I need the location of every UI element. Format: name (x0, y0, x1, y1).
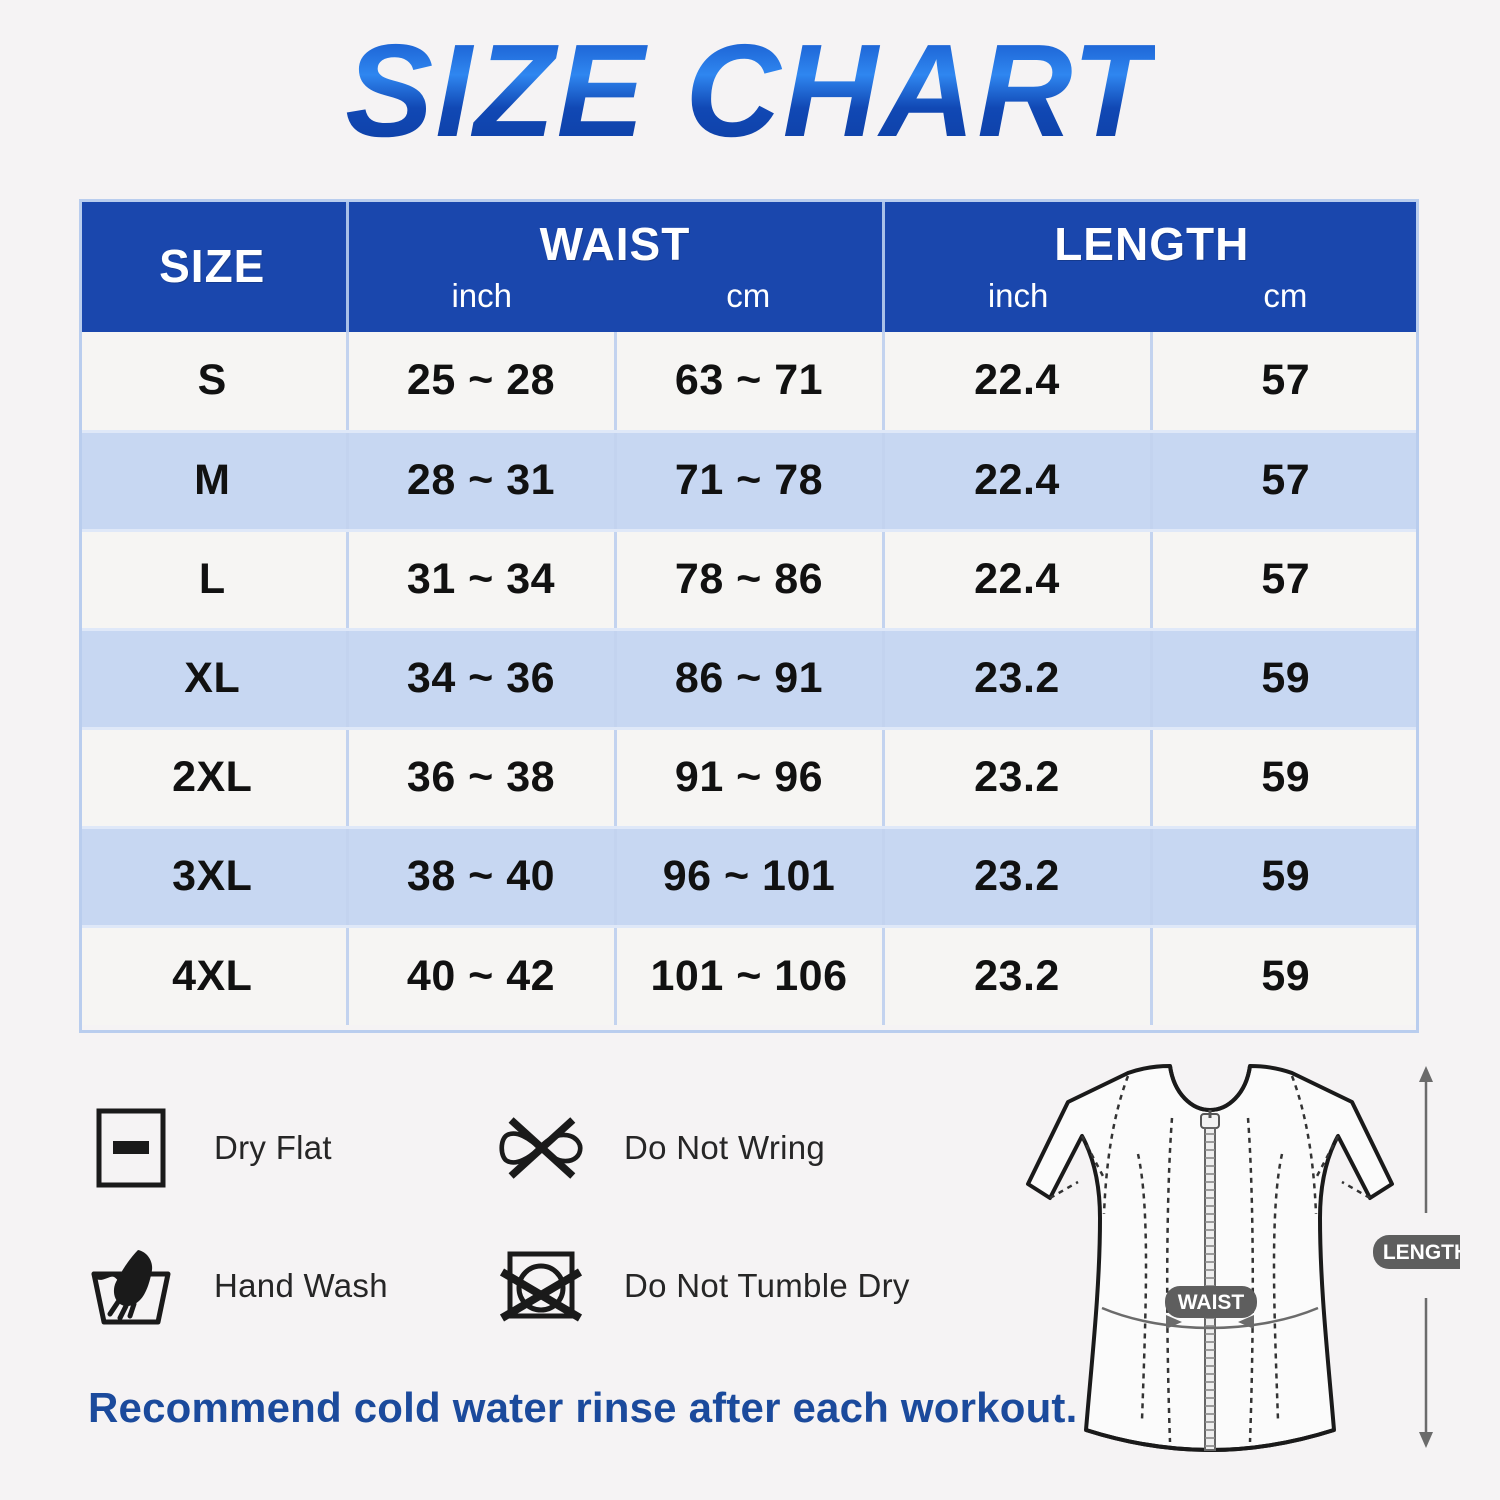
cell-length-inch: 23.2 (883, 926, 1153, 1025)
garment-illustration: WAIST LENGTH (960, 1058, 1479, 1500)
table-row: 2XL 36 ~ 38 91 ~ 96 23.2 59 (79, 728, 1419, 829)
care-item-do-not-wring: Do Not Wring (498, 1105, 978, 1191)
table-row: 3XL 38 ~ 40 96 ~ 101 23.2 59 (79, 827, 1419, 928)
header-group-length: LENGTH inch cm (883, 199, 1419, 332)
care-label-do-not-wring: Do Not Wring (624, 1129, 826, 1166)
size-table-body: S 25 ~ 28 63 ~ 71 22.4 57 M 28 ~ 31 71 ~… (79, 332, 1419, 1025)
cell-length-inch: 22.4 (883, 332, 1153, 433)
cell-waist-inch: 38 ~ 40 (347, 827, 617, 928)
do-not-tumble-dry-icon (498, 1243, 584, 1329)
care-label-do-not-tumble-dry: Do Not Tumble Dry (624, 1267, 910, 1304)
cell-size: S (79, 332, 349, 433)
cell-size: M (79, 431, 349, 532)
table-row: M 28 ~ 31 71 ~ 78 22.4 57 (79, 431, 1419, 532)
cell-length-cm: 59 (1151, 629, 1419, 730)
hand-wash-icon (88, 1243, 174, 1329)
recommendation-note: Recommend cold water rinse after each wo… (88, 1384, 1078, 1431)
care-item-do-not-tumble-dry: Do Not Tumble Dry (498, 1243, 978, 1329)
care-item-dry-flat: Dry Flat (88, 1105, 498, 1191)
header-group-waist: WAIST inch cm (347, 199, 885, 332)
cell-waist-inch: 36 ~ 38 (347, 728, 617, 829)
cell-waist-inch: 25 ~ 28 (347, 332, 617, 433)
garment-waist-label: WAIST (1178, 1291, 1245, 1314)
table-row: 4XL 40 ~ 42 101 ~ 106 23.2 59 (79, 926, 1419, 1025)
cell-length-cm: 59 (1151, 926, 1419, 1025)
table-row: S 25 ~ 28 63 ~ 71 22.4 57 (79, 332, 1419, 433)
cell-waist-inch: 34 ~ 36 (347, 629, 617, 730)
cell-waist-cm: 101 ~ 106 (615, 926, 885, 1025)
cell-length-inch: 23.2 (883, 827, 1153, 928)
header-group-waist-label: WAIST (539, 218, 691, 270)
care-label-hand-wash: Hand Wash (214, 1267, 388, 1304)
header-row: SIZE WAIST inch cm LENGTH inch cm (79, 199, 1419, 332)
cell-length-inch: 23.2 (883, 728, 1153, 829)
cell-size: 4XL (79, 926, 349, 1025)
cell-waist-cm: 71 ~ 78 (615, 431, 885, 532)
cell-size: L (79, 530, 349, 631)
header-waist-inch: inch (451, 277, 513, 314)
care-label-dry-flat: Dry Flat (214, 1129, 332, 1166)
size-table-header: SIZE WAIST inch cm LENGTH inch cm (79, 199, 1419, 332)
dry-flat-icon (88, 1105, 174, 1191)
garment-length-label: LENGTH (1383, 1241, 1460, 1264)
cell-waist-inch: 40 ~ 42 (347, 926, 617, 1025)
header-waist-cm: cm (726, 277, 771, 314)
header-group-size-label: SIZE (159, 239, 266, 292)
header-length-inch: inch (987, 277, 1049, 314)
care-instructions: Dry Flat Do Not Wring (88, 1105, 988, 1381)
cell-length-inch: 23.2 (883, 629, 1153, 730)
header-group-length-label: LENGTH (1054, 218, 1250, 270)
cell-length-inch: 22.4 (883, 530, 1153, 631)
cell-length-cm: 59 (1151, 728, 1419, 829)
cell-waist-cm: 96 ~ 101 (615, 827, 885, 928)
header-group-size: SIZE (79, 199, 349, 332)
cell-waist-cm: 78 ~ 86 (615, 530, 885, 631)
cell-waist-inch: 28 ~ 31 (347, 431, 617, 532)
cell-waist-cm: 91 ~ 96 (615, 728, 885, 829)
cell-waist-inch: 31 ~ 34 (347, 530, 617, 631)
do-not-wring-icon (498, 1105, 584, 1191)
page-title: SIZE CHART (345, 17, 1155, 164)
cell-size: 2XL (79, 728, 349, 829)
table-row: XL 34 ~ 36 86 ~ 91 23.2 59 (79, 629, 1419, 730)
header-length-cm: cm (1263, 277, 1308, 314)
size-table: SIZE WAIST inch cm LENGTH inch cm (79, 199, 1419, 1025)
cell-waist-cm: 86 ~ 91 (615, 629, 885, 730)
cell-size: XL (79, 629, 349, 730)
care-row: Hand Wash Do Not Tumble Dry (88, 1243, 988, 1329)
table-row: L 31 ~ 34 78 ~ 86 22.4 57 (79, 530, 1419, 631)
cell-length-cm: 57 (1151, 431, 1419, 532)
care-row: Dry Flat Do Not Wring (88, 1105, 988, 1191)
page-title-wrap: SIZE CHART (0, 17, 1500, 164)
cell-length-cm: 59 (1151, 827, 1419, 928)
cell-length-inch: 22.4 (883, 431, 1153, 532)
cell-length-cm: 57 (1151, 530, 1419, 631)
cell-length-cm: 57 (1151, 332, 1419, 433)
cell-waist-cm: 63 ~ 71 (615, 332, 885, 433)
care-item-hand-wash: Hand Wash (88, 1243, 498, 1329)
cell-size: 3XL (79, 827, 349, 928)
